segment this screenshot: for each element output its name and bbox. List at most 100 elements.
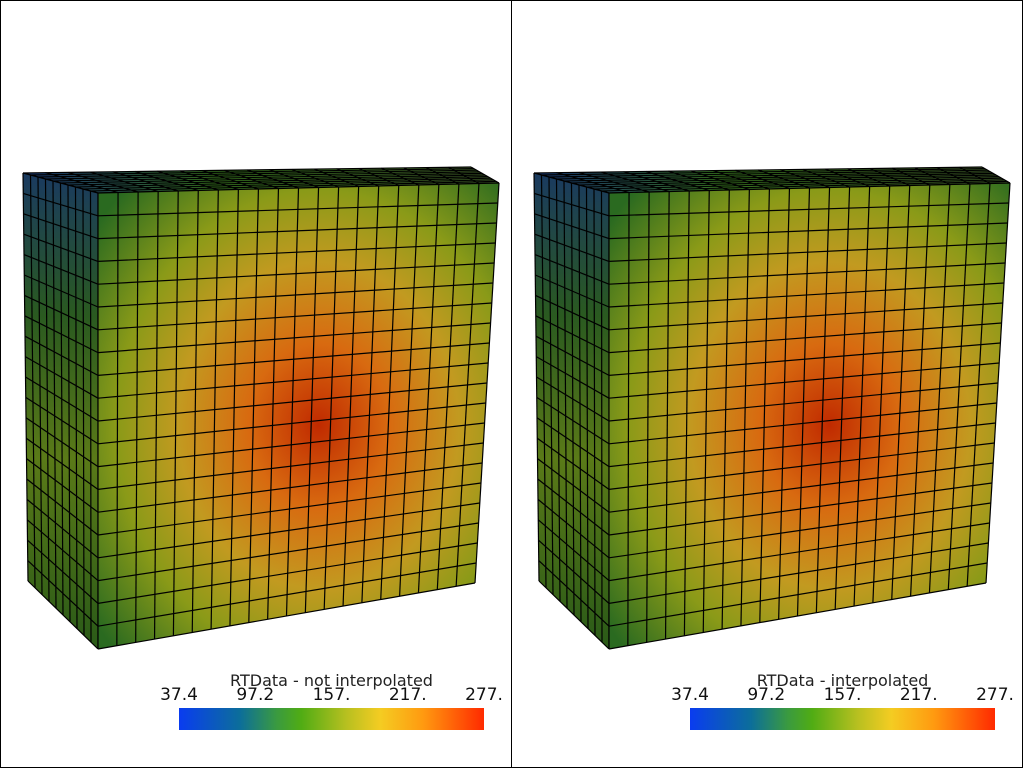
scalar-bar: RTData - interpolated 37.4 97.2 157. 217… [671, 671, 1014, 731]
grid-line [30, 168, 474, 176]
subplot-interpolated[interactable]: RTData - interpolated 37.4 97.2 157. 217… [511, 0, 1023, 768]
grid-line [97, 402, 486, 445]
grid-line [97, 482, 482, 536]
grid-line [608, 542, 989, 604]
color-bar [690, 708, 995, 730]
grid-line [586, 177, 1002, 188]
grid-line [536, 437, 610, 490]
front-face [98, 183, 499, 649]
grid-line [608, 262, 1006, 285]
tick-label: 97.2 [236, 685, 275, 705]
grid-line [97, 282, 494, 308]
grid-line [534, 213, 610, 240]
mesh-view[interactable] [1, 1, 511, 767]
front-face [609, 183, 1010, 649]
grid-line [538, 539, 610, 604]
scalar-bar-title: RTData - interpolated [756, 671, 929, 690]
grid-line [25, 417, 99, 468]
grid-line [533, 166, 983, 174]
grid-line [26, 519, 99, 582]
grid-line [82, 179, 494, 190]
grid-line [26, 478, 99, 536]
grid-line [534, 254, 610, 285]
subplot-not-interpolated[interactable]: RTData - not interpolated 37.4 97.2 157.… [0, 0, 512, 768]
grid-line [535, 356, 610, 399]
grid-line [97, 322, 491, 354]
grid-line [608, 462, 994, 513]
tick-label: 97.2 [747, 685, 786, 705]
grid-line [97, 222, 497, 240]
grid-line [608, 182, 1011, 194]
grid-line [608, 202, 1009, 217]
grid-line [37, 169, 477, 178]
grid-line [25, 376, 99, 422]
grid-line [24, 294, 99, 331]
grid-line [608, 242, 1007, 262]
grid-line [45, 171, 480, 180]
grid-line [23, 233, 99, 262]
grid-line [608, 502, 991, 559]
grid-line [97, 562, 477, 627]
grid-line [534, 233, 610, 262]
side-face-grid [533, 172, 610, 650]
grid-line [536, 376, 610, 422]
grid-line [97, 422, 485, 468]
grid-line [97, 242, 496, 262]
grid-line [608, 582, 987, 650]
tick-label: 37.4 [671, 685, 709, 705]
tick-label: 217. [388, 685, 427, 705]
grid-line [90, 180, 497, 192]
grid-line [97, 262, 495, 285]
tick-label: 277. [976, 685, 1014, 705]
grid-line [608, 282, 1005, 308]
grid-line [97, 362, 489, 399]
grid-line [67, 176, 488, 186]
grid-line [556, 171, 991, 180]
grid-line [97, 342, 490, 376]
grid-line [22, 166, 472, 174]
grid-line [25, 437, 99, 490]
grid-line [608, 482, 993, 536]
scalar-bar-title: RTData - not interpolated [230, 671, 433, 690]
grid-line [97, 442, 484, 490]
grid-line [97, 582, 476, 650]
grid-line [537, 458, 610, 513]
grid-line [538, 580, 610, 650]
grid-line [608, 362, 1000, 399]
grid-line [608, 422, 996, 468]
grid-line [52, 172, 483, 182]
grid-line [608, 222, 1008, 240]
grid-line [60, 174, 486, 184]
scalar-bar: RTData - not interpolated 37.4 97.2 157.… [160, 671, 503, 731]
grid-line [97, 522, 479, 582]
grid-line [608, 442, 995, 490]
grid-line [25, 396, 99, 445]
color-bar [179, 708, 484, 730]
grid-line [26, 498, 99, 559]
grid-line [27, 539, 99, 604]
grid-line [536, 417, 610, 468]
mesh-view[interactable] [512, 1, 1022, 767]
grid-line [563, 172, 994, 182]
grid-line [534, 192, 610, 217]
grid-line [608, 322, 1002, 354]
tick-label: 37.4 [160, 685, 198, 705]
grid-line [97, 542, 478, 604]
grid-line [593, 179, 1005, 190]
grid-line [548, 169, 988, 178]
grid-line [533, 172, 610, 194]
grid-line [97, 502, 480, 559]
grid-line [97, 302, 492, 331]
grid-line [97, 382, 488, 422]
grid-line [535, 315, 610, 354]
grid-line [97, 462, 483, 513]
front-face-grid [608, 182, 1011, 650]
grid-line [608, 562, 988, 627]
grid-line [26, 458, 99, 513]
grid-line [537, 519, 610, 582]
grid-line [578, 176, 999, 186]
grid-line [608, 382, 999, 422]
grid-line [608, 522, 990, 582]
grid-line [608, 342, 1001, 376]
